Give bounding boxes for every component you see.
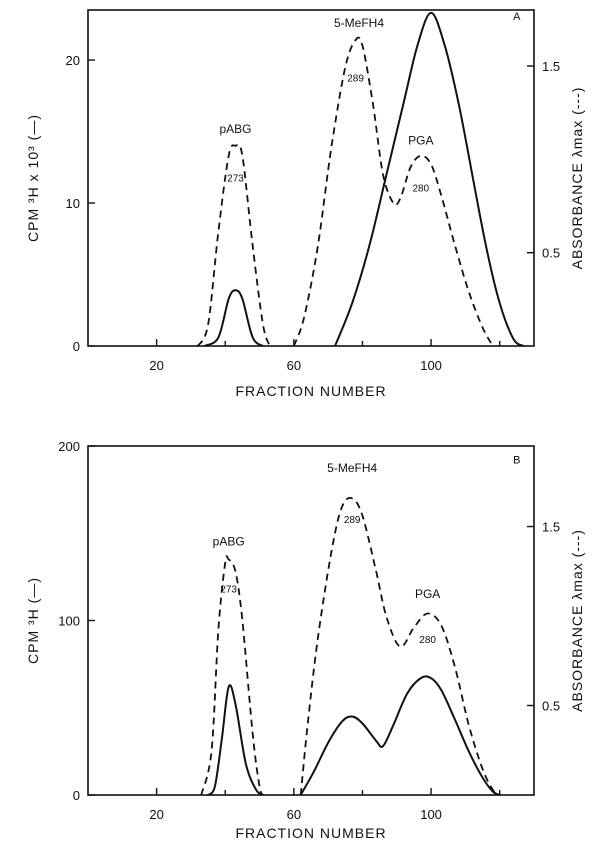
peak-label: PGA bbox=[415, 587, 440, 601]
x-tick-label: 60 bbox=[287, 807, 301, 822]
y-axis-title-right: ABSORBANCE λmax (---) bbox=[569, 529, 585, 712]
peak-label: 5-MeFH4 bbox=[327, 461, 377, 475]
y-axis-title-left: CPM ³H (—) bbox=[25, 577, 41, 664]
y-tick-label: 20 bbox=[66, 53, 80, 68]
y2-tick-label: 1.5 bbox=[542, 520, 560, 535]
peak-label: 5-MeFH4 bbox=[334, 16, 384, 30]
x-axis-title: FRACTION NUMBER bbox=[235, 825, 386, 841]
wavelength-label: 273 bbox=[220, 585, 237, 596]
peak-label: PGA bbox=[408, 133, 433, 147]
y-tick-label: 0 bbox=[73, 339, 80, 354]
absorbance-dashed-line bbox=[200, 555, 264, 796]
y-tick-label: 10 bbox=[66, 196, 80, 211]
y-tick-label: 0 bbox=[73, 788, 80, 803]
panel-letter: A bbox=[513, 11, 521, 23]
y-tick-label: 100 bbox=[58, 614, 80, 629]
absorbance-dashed-line bbox=[196, 143, 271, 347]
y-tick-label: 200 bbox=[58, 439, 80, 454]
y2-tick-label: 0.5 bbox=[542, 699, 560, 714]
cpm-solid-line bbox=[334, 11, 525, 347]
absorbance-dashed-line bbox=[292, 36, 494, 347]
peak-label: pABG bbox=[213, 534, 245, 548]
wavelength-label: 289 bbox=[344, 515, 361, 526]
x-tick-label: 100 bbox=[420, 358, 442, 373]
plot-frame bbox=[87, 445, 535, 796]
cpm-solid-line bbox=[299, 675, 501, 796]
x-tick-label: 20 bbox=[149, 807, 163, 822]
cpm-solid-line bbox=[204, 289, 264, 347]
y2-tick-label: 0.5 bbox=[542, 246, 560, 261]
x-tick-label: 20 bbox=[149, 358, 163, 373]
cpm-solid-line bbox=[207, 684, 264, 796]
panel-b: 20 60 100 0 100 200 0.5 1.5 FRACTION NUMBER CPM ³… bbox=[25, 439, 585, 841]
wavelength-label: 273 bbox=[227, 174, 244, 185]
panel-a: 20 60 100 0 10 20 0.5 1.5 FRACTION NUMBER CPM ³H … bbox=[25, 9, 585, 399]
panel-letter: B bbox=[513, 454, 520, 466]
wavelength-label: 289 bbox=[347, 73, 364, 84]
y-axis-title-left: CPM ³H x 10³ (—) bbox=[25, 114, 41, 242]
x-axis-title: FRACTION NUMBER bbox=[235, 383, 386, 399]
x-tick-label: 100 bbox=[420, 807, 442, 822]
peak-label: pABG bbox=[220, 122, 252, 136]
y2-tick-label: 1.5 bbox=[542, 59, 560, 74]
plot-frame bbox=[87, 9, 535, 347]
x-tick-label: 60 bbox=[287, 358, 301, 373]
wavelength-label: 280 bbox=[412, 184, 429, 195]
wavelength-label: 280 bbox=[419, 635, 436, 646]
absorbance-dashed-line bbox=[299, 496, 501, 796]
y-axis-title-right: ABSORBANCE λmax (---) bbox=[569, 87, 585, 270]
